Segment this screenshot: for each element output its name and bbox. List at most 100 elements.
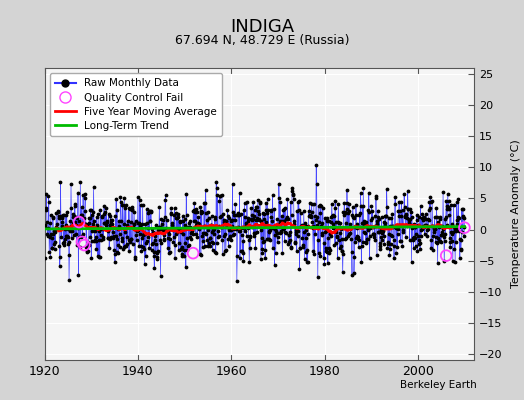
- Point: [389, 223, 398, 230]
- Point: [123, 241, 131, 248]
- Point: [353, 221, 361, 228]
- Point: [436, 238, 444, 244]
- Point: [272, 223, 281, 229]
- Point: [381, 212, 390, 219]
- Point: [226, 234, 234, 240]
- Point: [304, 222, 313, 229]
- Point: [315, 219, 323, 225]
- Point: [176, 219, 184, 226]
- Point: [132, 218, 140, 224]
- Point: [52, 210, 60, 216]
- Point: [360, 218, 368, 224]
- Point: [158, 221, 167, 228]
- Point: [208, 239, 216, 245]
- Point: [441, 231, 450, 237]
- Point: [279, 225, 288, 231]
- Point: [414, 233, 422, 240]
- Point: [191, 222, 200, 228]
- Point: [277, 228, 285, 234]
- Point: [141, 231, 149, 237]
- Point: [322, 228, 331, 234]
- Point: [192, 206, 201, 212]
- Point: [106, 220, 115, 226]
- Point: [56, 254, 64, 260]
- Point: [273, 216, 281, 222]
- Point: [64, 239, 73, 245]
- Point: [402, 212, 411, 218]
- Point: [357, 259, 366, 265]
- Point: [451, 259, 460, 265]
- Point: [44, 193, 52, 199]
- Point: [132, 232, 140, 238]
- Point: [123, 222, 131, 228]
- Point: [260, 211, 269, 217]
- Point: [225, 227, 234, 233]
- Point: [57, 212, 65, 219]
- Point: [255, 216, 263, 222]
- Point: [330, 213, 339, 219]
- Point: [178, 250, 187, 257]
- Point: [191, 218, 199, 224]
- Point: [333, 233, 342, 240]
- Point: [456, 255, 464, 261]
- Point: [398, 207, 407, 214]
- Point: [443, 206, 452, 212]
- Point: [446, 202, 455, 208]
- Point: [159, 217, 168, 223]
- Point: [50, 240, 58, 247]
- Point: [401, 214, 410, 220]
- Point: [162, 225, 170, 231]
- Point: [388, 233, 396, 240]
- Point: [438, 223, 446, 230]
- Point: [190, 206, 198, 213]
- Point: [97, 226, 105, 232]
- Point: [429, 223, 437, 229]
- Point: [305, 200, 314, 206]
- Point: [454, 214, 462, 220]
- Point: [232, 212, 240, 218]
- Point: [409, 234, 417, 241]
- Point: [110, 247, 118, 254]
- Point: [349, 214, 357, 220]
- Point: [62, 232, 71, 239]
- Point: [83, 239, 92, 245]
- Point: [69, 214, 77, 220]
- Point: [92, 246, 101, 252]
- Point: [394, 230, 402, 237]
- Point: [123, 234, 132, 240]
- Point: [50, 228, 59, 234]
- Point: [198, 232, 206, 239]
- Point: [105, 211, 113, 218]
- Point: [66, 228, 74, 234]
- Point: [197, 252, 205, 258]
- Point: [231, 217, 239, 224]
- Point: [456, 247, 465, 254]
- Point: [63, 233, 71, 240]
- Point: [419, 215, 428, 222]
- Point: [383, 245, 391, 251]
- Point: [356, 190, 365, 197]
- Point: [440, 234, 448, 240]
- Point: [102, 204, 111, 211]
- Point: [82, 221, 90, 228]
- Point: [228, 181, 237, 187]
- Point: [329, 211, 337, 218]
- Point: [460, 233, 468, 240]
- Point: [438, 232, 446, 238]
- Point: [297, 222, 305, 229]
- Point: [457, 245, 465, 252]
- Point: [67, 223, 75, 229]
- Point: [166, 249, 174, 256]
- Point: [432, 234, 440, 240]
- Point: [112, 196, 121, 202]
- Point: [321, 248, 330, 254]
- Point: [144, 225, 152, 231]
- Point: [400, 222, 408, 229]
- Point: [246, 234, 255, 240]
- Point: [65, 277, 73, 284]
- Point: [211, 249, 220, 256]
- Point: [428, 223, 436, 229]
- Point: [395, 222, 403, 229]
- Point: [203, 237, 211, 244]
- Point: [81, 190, 90, 197]
